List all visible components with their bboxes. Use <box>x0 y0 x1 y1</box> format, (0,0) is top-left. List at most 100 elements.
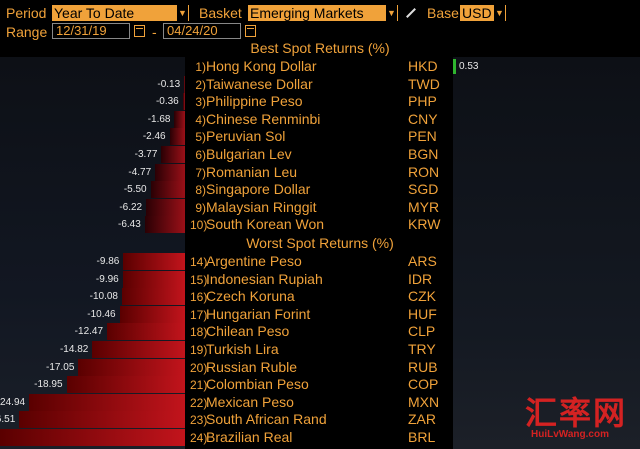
currency-name-zar[interactable]: 23)South African Rand <box>190 411 327 427</box>
rank-label: 24) <box>190 431 208 445</box>
currency-name-text: Indonesian Rupiah <box>206 270 323 287</box>
rank-label: 6) <box>195 148 206 162</box>
currency-name-php[interactable]: 3)Philippine Peso <box>190 93 303 110</box>
value-php: -0.36 <box>155 96 179 108</box>
value-rub: -17.05 <box>46 361 75 373</box>
currency-code-pen[interactable]: PEN <box>408 128 437 145</box>
currency-name-cop[interactable]: 21)Colombian Peso <box>190 376 309 392</box>
rank-label: 16) <box>190 290 208 305</box>
currency-name-text: Colombian Peso <box>206 376 309 393</box>
bar-try <box>92 341 185 358</box>
watermark-logo: 汇率网 <box>525 394 628 432</box>
base-dropdown[interactable]: USD ▼ <box>460 5 506 21</box>
currency-name-huf[interactable]: 17)Hungarian Forint <box>190 306 310 322</box>
currency-name-text: Brazilian Real <box>206 429 293 445</box>
worst-returns-title: Worst Spot Returns (%) <box>246 235 394 251</box>
positive-bar-panel <box>453 57 640 449</box>
currency-name-text: Hong Kong Dollar <box>206 58 317 74</box>
currency-name-try[interactable]: 19)Turkish Lira <box>190 341 279 357</box>
currency-name-bgn[interactable]: 6)Bulgarian Lev <box>190 146 291 162</box>
currency-name-myr[interactable]: 9)Malaysian Ringgit <box>190 199 316 215</box>
value-czk: -10.08 <box>89 291 118 303</box>
currency-code-cop[interactable]: COP <box>408 376 439 393</box>
currency-name-hkd[interactable]: 1)Hong Kong Dollar <box>190 58 317 74</box>
currency-code-php[interactable]: PHP <box>408 93 437 110</box>
bar-hkd <box>453 59 456 74</box>
base-value: USD <box>462 5 492 21</box>
bar-cny <box>174 110 185 128</box>
currency-name-rub[interactable]: 20)Russian Ruble <box>190 359 297 375</box>
currency-code-try[interactable]: TRY <box>408 341 436 357</box>
currency-code-cny[interactable]: CNY <box>408 110 438 127</box>
currency-code-hkd[interactable]: HKD <box>408 58 438 74</box>
bar-huf <box>119 305 185 323</box>
currency-code-mxn[interactable]: MXN <box>408 393 440 410</box>
currency-code-bgn[interactable]: BGN <box>408 146 439 162</box>
currency-name-twd[interactable]: 2)Taiwanese Dollar <box>190 75 313 92</box>
bar-pen <box>169 128 185 146</box>
bar-myr <box>146 198 185 216</box>
currency-code-zar[interactable]: ZAR <box>408 411 436 428</box>
currency-code-brl[interactable]: BRL <box>408 429 436 445</box>
currency-code-czk[interactable]: CZK <box>408 288 436 305</box>
currency-name-text: South Korean Won <box>206 216 325 233</box>
currency-name-text: South African Rand <box>206 411 327 428</box>
bar-bgn <box>161 146 185 163</box>
currency-name-text: Chinese Renminbi <box>206 110 321 127</box>
currency-name-idr[interactable]: 15)Indonesian Rupiah <box>190 271 323 287</box>
currency-code-idr[interactable]: IDR <box>408 270 433 287</box>
currency-code-huf[interactable]: HUF <box>408 305 437 322</box>
value-sgd: -5.50 <box>123 184 147 196</box>
basket-label: Basket <box>199 5 242 21</box>
basket-dropdown[interactable]: Emerging Markets ▼ <box>248 5 398 21</box>
value-idr: -9.96 <box>95 273 119 285</box>
currency-code-krw[interactable]: KRW <box>408 216 441 233</box>
chevron-down-icon[interactable]: ▼ <box>494 5 505 21</box>
rank-label: 7) <box>195 165 206 180</box>
currency-name-ars[interactable]: 14)Argentine Peso <box>190 253 302 269</box>
currency-name-cny[interactable]: 4)Chinese Renminbi <box>190 111 320 127</box>
rank-label: 23) <box>190 413 208 428</box>
rank-label: 8) <box>195 183 206 198</box>
value-twd: -0.13 <box>157 78 181 90</box>
currency-name-text: Philippine Peso <box>206 93 303 110</box>
currency-code-sgd[interactable]: SGD <box>408 181 439 198</box>
currency-name-clp[interactable]: 18)Chilean Peso <box>190 323 289 339</box>
currency-name-text: Taiwanese Dollar <box>206 75 313 92</box>
currency-name-sgd[interactable]: 8)Singapore Dollar <box>190 181 310 197</box>
currency-name-krw[interactable]: 10)South Korean Won <box>190 216 324 232</box>
currency-name-brl[interactable]: 24)Brazilian Real <box>190 429 292 445</box>
rank-label: 3) <box>195 95 206 110</box>
calendar-icon[interactable] <box>245 25 256 37</box>
currency-code-myr[interactable]: MYR <box>408 198 440 215</box>
currency-code-twd[interactable]: TWD <box>408 75 440 92</box>
bar-ron <box>155 163 185 181</box>
range-start-input[interactable]: 12/31/19 <box>52 23 130 39</box>
range-end-value: 04/24/20 <box>167 23 218 38</box>
currency-name-text: Turkish Lira <box>206 341 279 357</box>
range-label: Range <box>6 24 48 40</box>
rank-label: 10) <box>190 218 208 233</box>
currency-name-ron[interactable]: 7)Romanian Leu <box>190 164 297 180</box>
bar-idr <box>122 270 185 288</box>
value-cny: -1.68 <box>147 113 171 125</box>
bar-php <box>182 93 185 111</box>
currency-name-pen[interactable]: 5)Peruvian Sol <box>190 128 285 144</box>
range-end-input[interactable]: 04/24/20 <box>163 23 241 39</box>
currency-code-ron[interactable]: RON <box>408 163 440 180</box>
toolbar: Period Year To Date ▼ Basket Emerging Ma… <box>0 0 640 42</box>
rank-label: 2) <box>195 77 206 92</box>
calendar-icon[interactable] <box>134 25 145 37</box>
currency-code-clp[interactable]: CLP <box>408 323 436 340</box>
basket-value: Emerging Markets <box>250 5 364 21</box>
currency-name-czk[interactable]: 16)Czech Koruna <box>190 288 295 304</box>
edit-icon[interactable] <box>406 8 416 18</box>
currency-name-mxn[interactable]: 22)Mexican Peso <box>190 394 294 410</box>
period-dropdown[interactable]: Year To Date ▼ <box>52 5 189 21</box>
currency-code-ars[interactable]: ARS <box>408 253 437 269</box>
value-clp: -12.47 <box>74 326 104 338</box>
chevron-down-icon[interactable]: ▼ <box>177 5 188 21</box>
rank-label: 15) <box>190 272 208 287</box>
currency-code-rub[interactable]: RUB <box>408 358 438 375</box>
chevron-down-icon[interactable]: ▼ <box>386 5 397 21</box>
